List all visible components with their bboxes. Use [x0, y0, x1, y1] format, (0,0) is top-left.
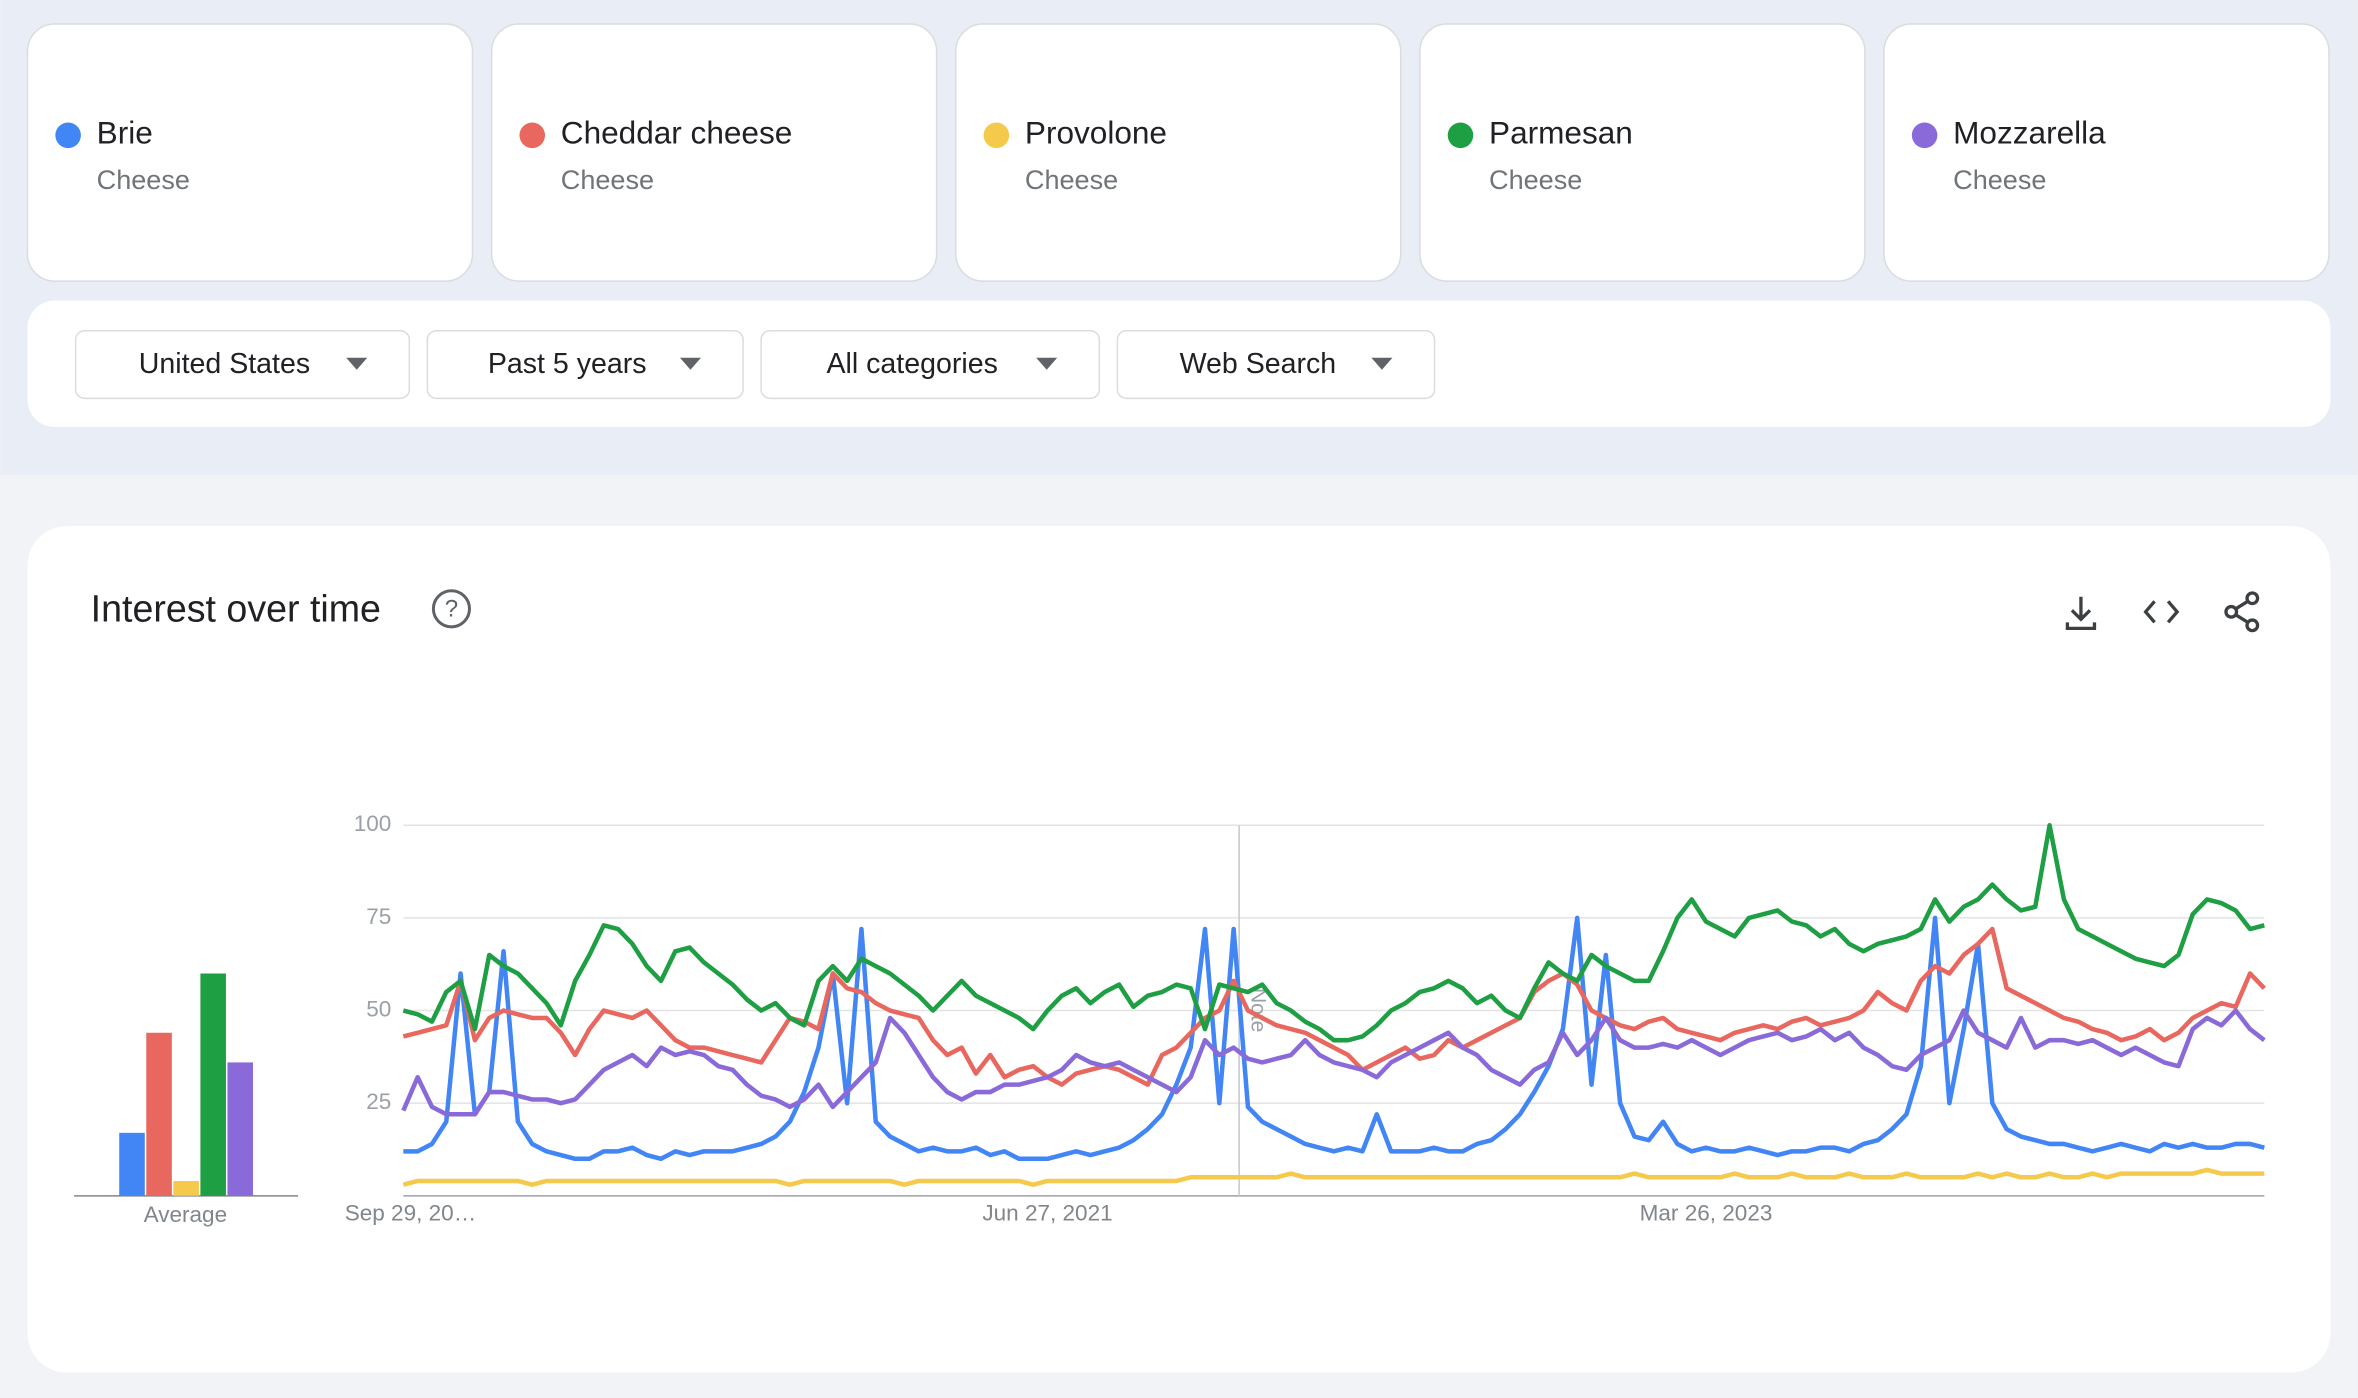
dropdown-box — [74, 329, 411, 400]
dropdown-arrow — [346, 357, 368, 370]
legend-dot — [519, 122, 546, 149]
card-box — [1883, 23, 2330, 282]
legend-card[interactable]: Brie Cheese — [26, 23, 474, 282]
svg-text:?: ? — [445, 596, 458, 623]
dropdown-label: Past 5 years — [488, 348, 647, 380]
y-tick-label: 25 — [366, 1089, 391, 1114]
dropdown-box — [760, 329, 1101, 400]
y-tick-label: 50 — [366, 996, 391, 1021]
y-tick-label: 75 — [366, 904, 391, 929]
legend-name: Mozzarella — [1953, 115, 2106, 151]
legend-subtitle: Cheese — [97, 165, 190, 195]
series-line — [402, 823, 2265, 1043]
dropdown-label: All categories — [826, 348, 997, 380]
legend-name: Parmesan — [1489, 115, 1633, 151]
dropdown-box — [1116, 329, 1436, 400]
average-label: Average — [144, 1202, 228, 1227]
legend-subtitle: Cheese — [1489, 165, 1582, 195]
dropdown-arrow — [679, 357, 701, 370]
average-bar — [119, 1132, 145, 1196]
dropdown-arrow — [1371, 357, 1393, 370]
series-line — [402, 926, 2266, 1087]
average-bar — [173, 1180, 199, 1196]
legend-dot — [1911, 122, 1938, 149]
card-box — [1419, 23, 1866, 282]
y-tick-label: 100 — [354, 811, 392, 836]
average-bar — [227, 1062, 254, 1196]
filter-dropdown[interactable]: All categories — [760, 329, 1101, 400]
legend-name: Brie — [97, 115, 153, 151]
series-line — [401, 1008, 2266, 1117]
legend-name: Cheddar cheese — [561, 115, 793, 151]
legend-dot — [55, 122, 81, 149]
legend-dot — [1447, 122, 1474, 149]
filter-dropdown[interactable]: Past 5 years — [426, 329, 744, 400]
help-icon[interactable]: ? — [431, 589, 471, 629]
legend-subtitle: Cheese — [561, 165, 654, 195]
legend-name: Provolone — [1025, 115, 1167, 151]
average-bar — [146, 1032, 172, 1196]
share-icon[interactable] — [2224, 591, 2260, 633]
dropdown-box — [426, 329, 744, 400]
dropdown-arrow — [1036, 357, 1058, 370]
x-tick-label: Sep 29, 20… — [345, 1201, 477, 1226]
card-box — [955, 23, 1402, 282]
chart-title: Interest over time — [91, 588, 381, 630]
dropdown-label: Web Search — [1180, 348, 1337, 380]
legend-subtitle: Cheese — [1025, 165, 1118, 195]
card-box — [490, 23, 938, 282]
embed-icon[interactable] — [2143, 600, 2180, 624]
chart-card — [27, 526, 2331, 1373]
card-box — [26, 23, 474, 282]
series-line — [402, 1167, 2265, 1187]
filter-dropdown[interactable]: Web Search — [1116, 329, 1436, 400]
x-tick-label: Mar 26, 2023 — [1640, 1201, 1773, 1226]
download-icon[interactable] — [2065, 596, 2097, 631]
series-line — [403, 915, 2265, 1162]
legend-subtitle: Cheese — [1953, 165, 2046, 195]
legend-dot — [983, 122, 1010, 149]
legend-card[interactable]: Cheddar cheese Cheese — [490, 23, 938, 282]
filter-dropdown[interactable]: United States — [74, 329, 411, 400]
average-bar — [200, 973, 226, 1196]
legend-card[interactable]: Parmesan Cheese — [1419, 23, 1866, 282]
legend-card[interactable]: Mozzarella Cheese — [1883, 23, 2330, 282]
legend-card[interactable]: Provolone Cheese — [955, 23, 1402, 282]
x-tick-label: Jun 27, 2021 — [982, 1201, 1112, 1226]
dropdown-label: United States — [139, 348, 310, 380]
